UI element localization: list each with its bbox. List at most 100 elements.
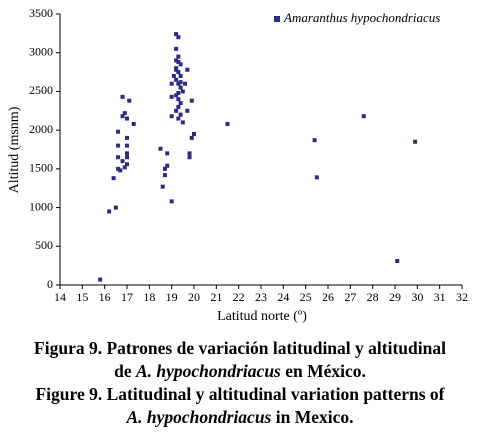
x-tick-label: 22 (233, 290, 245, 304)
x-tick-label: 16 (99, 290, 111, 304)
point (116, 166, 121, 171)
point (185, 108, 190, 113)
x-tick-label: 26 (322, 290, 334, 304)
point (174, 77, 179, 82)
point (162, 166, 167, 171)
point (116, 155, 121, 160)
x-tick-label: 32 (456, 290, 468, 304)
x-tick-label: 31 (434, 290, 446, 304)
point (178, 73, 183, 78)
caption-text: Figura 9. Patrones de variación latitudi… (34, 338, 446, 358)
point (225, 121, 230, 126)
y-tick-label: 1000 (29, 199, 53, 213)
point (98, 277, 103, 282)
point (178, 112, 183, 117)
x-axis-title: Latitud norte (º) (217, 309, 307, 324)
point (125, 155, 129, 160)
legend-marker (274, 16, 280, 22)
point (187, 151, 192, 156)
point (174, 93, 179, 98)
point (169, 114, 174, 119)
point (178, 101, 183, 106)
point (120, 114, 125, 119)
point (171, 73, 176, 78)
point (314, 175, 319, 180)
point (118, 168, 123, 173)
point (113, 205, 118, 210)
y-tick-label: 1500 (29, 161, 53, 175)
point (189, 98, 194, 103)
point (176, 104, 181, 109)
point (174, 58, 179, 63)
point (120, 159, 125, 164)
x-tick-label: 30 (411, 290, 423, 304)
x-tick-label: 15 (76, 290, 88, 304)
y-tick-label: 3500 (29, 6, 53, 20)
point (180, 89, 185, 94)
point (174, 108, 179, 113)
point (122, 165, 127, 170)
caption-line: Figure 9. Latitudinal y altitudinal vari… (35, 384, 444, 404)
point (162, 173, 167, 178)
point (176, 54, 181, 59)
point (107, 209, 112, 214)
point (127, 98, 132, 103)
y-tick-label: 2500 (29, 83, 53, 97)
point (131, 121, 136, 126)
point (169, 94, 174, 99)
caption-text: en México. (281, 361, 366, 381)
point (125, 151, 129, 156)
caption-line: Figura 9. Patrones de variación latitudi… (34, 338, 446, 358)
point (189, 135, 194, 140)
x-tick-label: 23 (255, 290, 267, 304)
x-tick-label: 19 (166, 290, 178, 304)
caption-line: de A. hypochondriacus en México. (114, 361, 366, 381)
point (178, 80, 183, 85)
point (395, 258, 400, 263)
point (111, 176, 116, 181)
point (176, 70, 181, 75)
caption-text: Figure 9. Latitudinal y altitudinal vari… (35, 384, 444, 404)
y-axis-title: Altitud (msnm) (7, 106, 22, 193)
point (312, 138, 317, 143)
y-tick-label: 0 (47, 277, 53, 291)
point (176, 60, 181, 65)
point (176, 35, 181, 40)
point (160, 184, 165, 189)
y-tick-label: 500 (35, 238, 53, 252)
point (174, 67, 179, 72)
point (187, 155, 192, 160)
caption-text: de (114, 361, 136, 381)
x-tick-label: 28 (367, 290, 379, 304)
x-tick-label: 27 (344, 290, 356, 304)
point (165, 163, 170, 168)
point (120, 94, 125, 99)
x-tick-label: 24 (277, 290, 289, 304)
point (165, 151, 170, 156)
point (125, 162, 129, 167)
y-tick-label: 3000 (29, 44, 53, 58)
point (185, 67, 190, 72)
point (125, 135, 129, 140)
point (169, 199, 174, 204)
x-tick-label: 29 (389, 290, 401, 304)
point (176, 81, 181, 86)
x-tick-label: 25 (300, 290, 312, 304)
point (178, 85, 183, 90)
x-tick-label: 18 (143, 290, 155, 304)
point (169, 81, 174, 86)
point (122, 111, 127, 116)
point (174, 32, 179, 37)
point (192, 132, 196, 137)
point (176, 90, 181, 95)
legend-label: Amaranthus hypochondriacus (283, 10, 440, 25)
point (125, 143, 129, 148)
point (174, 46, 179, 51)
x-tick-label: 20 (188, 290, 200, 304)
x-tick-label: 17 (121, 290, 133, 304)
point (176, 116, 181, 121)
x-tick-label: 21 (210, 290, 222, 304)
point (176, 97, 181, 102)
caption-text: in Mexico. (271, 407, 353, 427)
